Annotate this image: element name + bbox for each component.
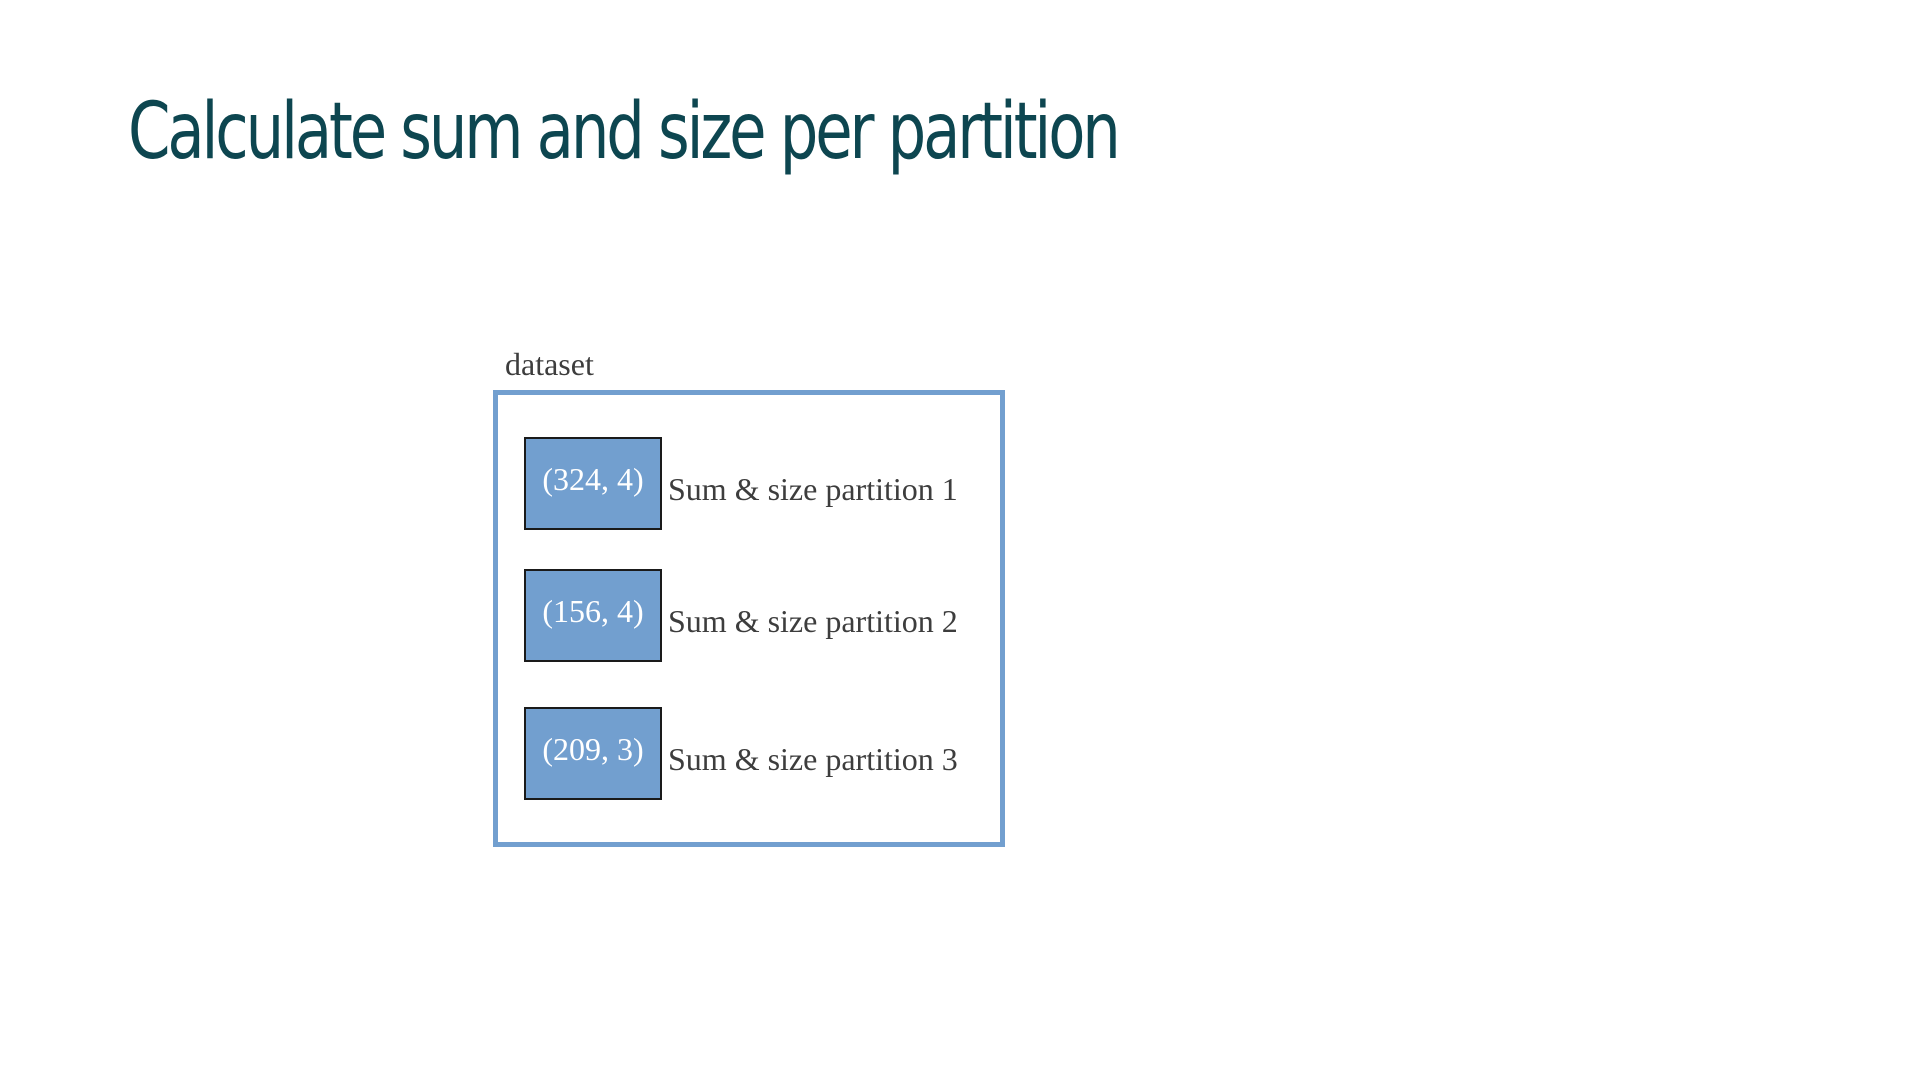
partition-1-value-box: (324, 4) <box>524 437 662 530</box>
dataset-container <box>493 390 1005 847</box>
partition-1-label: Sum & size partition 1 <box>668 471 958 507</box>
dataset-label: dataset <box>505 346 594 382</box>
partition-2-value-box: (156, 4) <box>524 569 662 662</box>
partition-3-value-box: (209, 3) <box>524 707 662 800</box>
slide-title: Calculate sum and size per partition <box>128 87 1121 177</box>
partition-2-label: Sum & size partition 2 <box>668 603 958 639</box>
partition-3-label: Sum & size partition 3 <box>668 741 958 777</box>
